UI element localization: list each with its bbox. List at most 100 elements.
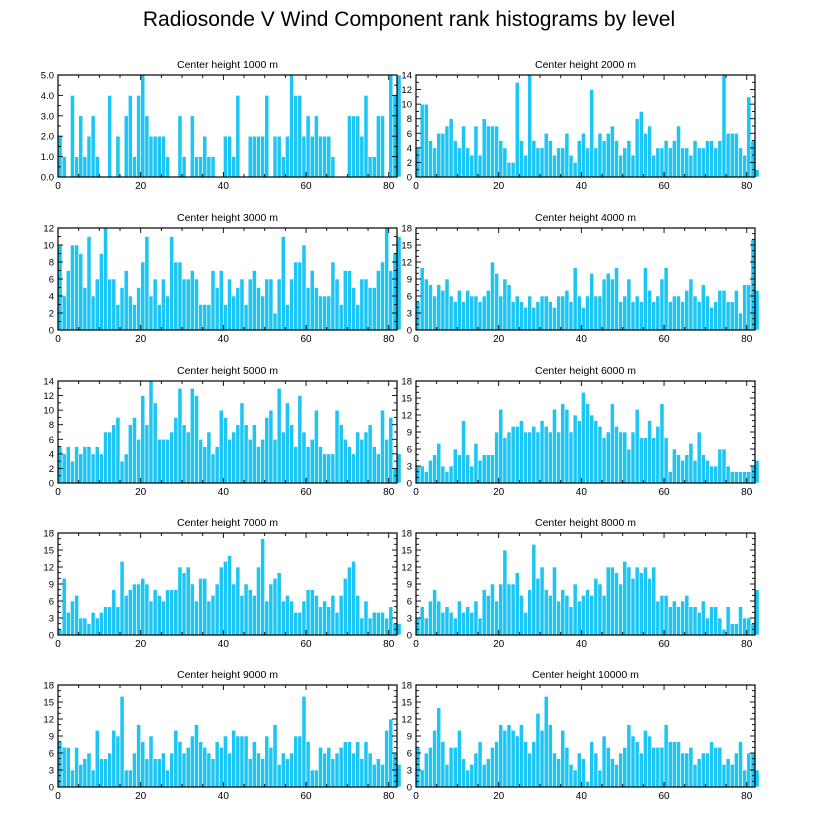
histogram-bar [663,140,669,178]
y-tick-label: 12 [43,391,54,402]
histogram-bar [173,589,179,636]
histogram-bar [289,74,294,178]
histogram-bar [65,747,71,788]
histogram-bar [309,589,315,636]
histogram-bar [514,426,520,484]
histogram-bar [297,261,303,331]
histogram-bar [494,125,499,178]
histogram-bar [119,287,125,331]
histogram-bar [326,747,332,788]
histogram-bar [638,572,644,636]
histogram-bar [376,612,381,636]
histogram-bar [223,735,228,788]
panel-title: Center height 7000 m [177,517,278,529]
histogram-bar [692,460,698,484]
histogram-bar [461,612,466,636]
histogram-bar [276,135,282,178]
panel-title: Center height 4000 m [535,212,636,224]
y-tick-label: 9 [407,580,412,591]
histogram-bar [485,595,491,636]
histogram-bar [428,284,433,331]
histogram-bar [123,595,129,636]
histogram-bar [688,154,694,178]
histogram-bar [78,617,84,636]
histogram-bar [297,395,303,484]
histogram-bar [260,438,266,484]
histogram-bar [672,295,677,331]
histogram-bar [746,284,752,331]
histogram-bar [638,752,644,788]
x-tick-label: 60 [658,791,670,802]
histogram-bar [614,572,619,636]
histogram-bar [252,741,257,788]
histogram-bar [111,730,117,788]
histogram-bar [734,132,739,178]
y-tick-label: 14 [43,377,54,388]
histogram-bar [256,287,261,331]
histogram-bar [161,438,166,484]
histogram-bar [156,135,162,178]
histogram-bar [289,278,294,331]
histogram-bar [82,758,88,788]
histogram-bar [384,227,390,331]
histogram-bar [376,270,381,331]
histogram-bar [597,583,603,636]
histogram-panel: Center height 9000 m 0 20 40 60 80 0 3 6 9 12 15 18 [43,669,402,802]
histogram-bar [415,617,421,636]
histogram-bar [626,278,632,331]
histogram-bar [363,600,369,636]
histogram-bar [734,290,739,331]
histogram-bar [680,301,686,331]
histogram-bar [301,696,307,788]
histogram-bar [239,595,245,636]
histogram-bar [74,595,79,636]
histogram-bar [465,454,471,484]
histogram-bar [481,295,487,331]
histogram-bar [371,612,377,636]
histogram-bar [260,135,266,178]
histogram-bar [630,578,636,636]
histogram-bar [359,438,365,484]
histogram-bar [738,741,743,788]
histogram-bar [165,589,170,636]
histogram-bar [448,118,454,178]
histogram-bar [494,600,499,636]
histogram-bar [70,600,75,636]
histogram-bar [181,156,187,178]
histogram-bar [527,74,533,178]
histogram-bar [514,735,520,788]
histogram-bar [721,448,727,484]
histogram-bar [601,278,607,331]
histogram-bar [148,735,154,788]
histogram-bar [338,747,344,788]
histogram-bar [531,741,537,788]
histogram-bar [103,758,108,788]
histogram-bar [651,154,657,178]
histogram-bar [136,724,141,788]
histogram-bar [314,409,319,484]
histogram-bar [206,304,212,331]
histogram-bar [140,741,146,788]
histogram-bar [181,572,187,636]
histogram-bar [709,465,714,484]
histogram-bar [754,769,760,788]
histogram-bar [227,135,232,178]
histogram-bar [161,752,166,788]
histogram-bar [338,424,344,484]
histogram-bar [519,140,524,178]
histogram-bar [152,402,158,484]
histogram-bar [285,402,290,484]
histogram-bar [177,261,183,331]
histogram-bar [86,135,92,178]
histogram-bar [498,409,504,484]
histogram-panel: Center height 6000 m 0 20 40 60 80 0 3 6 9 12 15 18 [401,365,760,498]
histogram-bar [510,426,516,484]
histogram-bar [634,118,640,178]
histogram-bar [609,403,615,484]
histogram-bar [614,267,619,331]
histogram-bar [626,140,632,178]
histogram-bar [593,752,599,788]
histogram-bar [700,147,706,178]
histogram-bar [280,431,286,484]
y-tick-label: 15 [401,241,412,252]
